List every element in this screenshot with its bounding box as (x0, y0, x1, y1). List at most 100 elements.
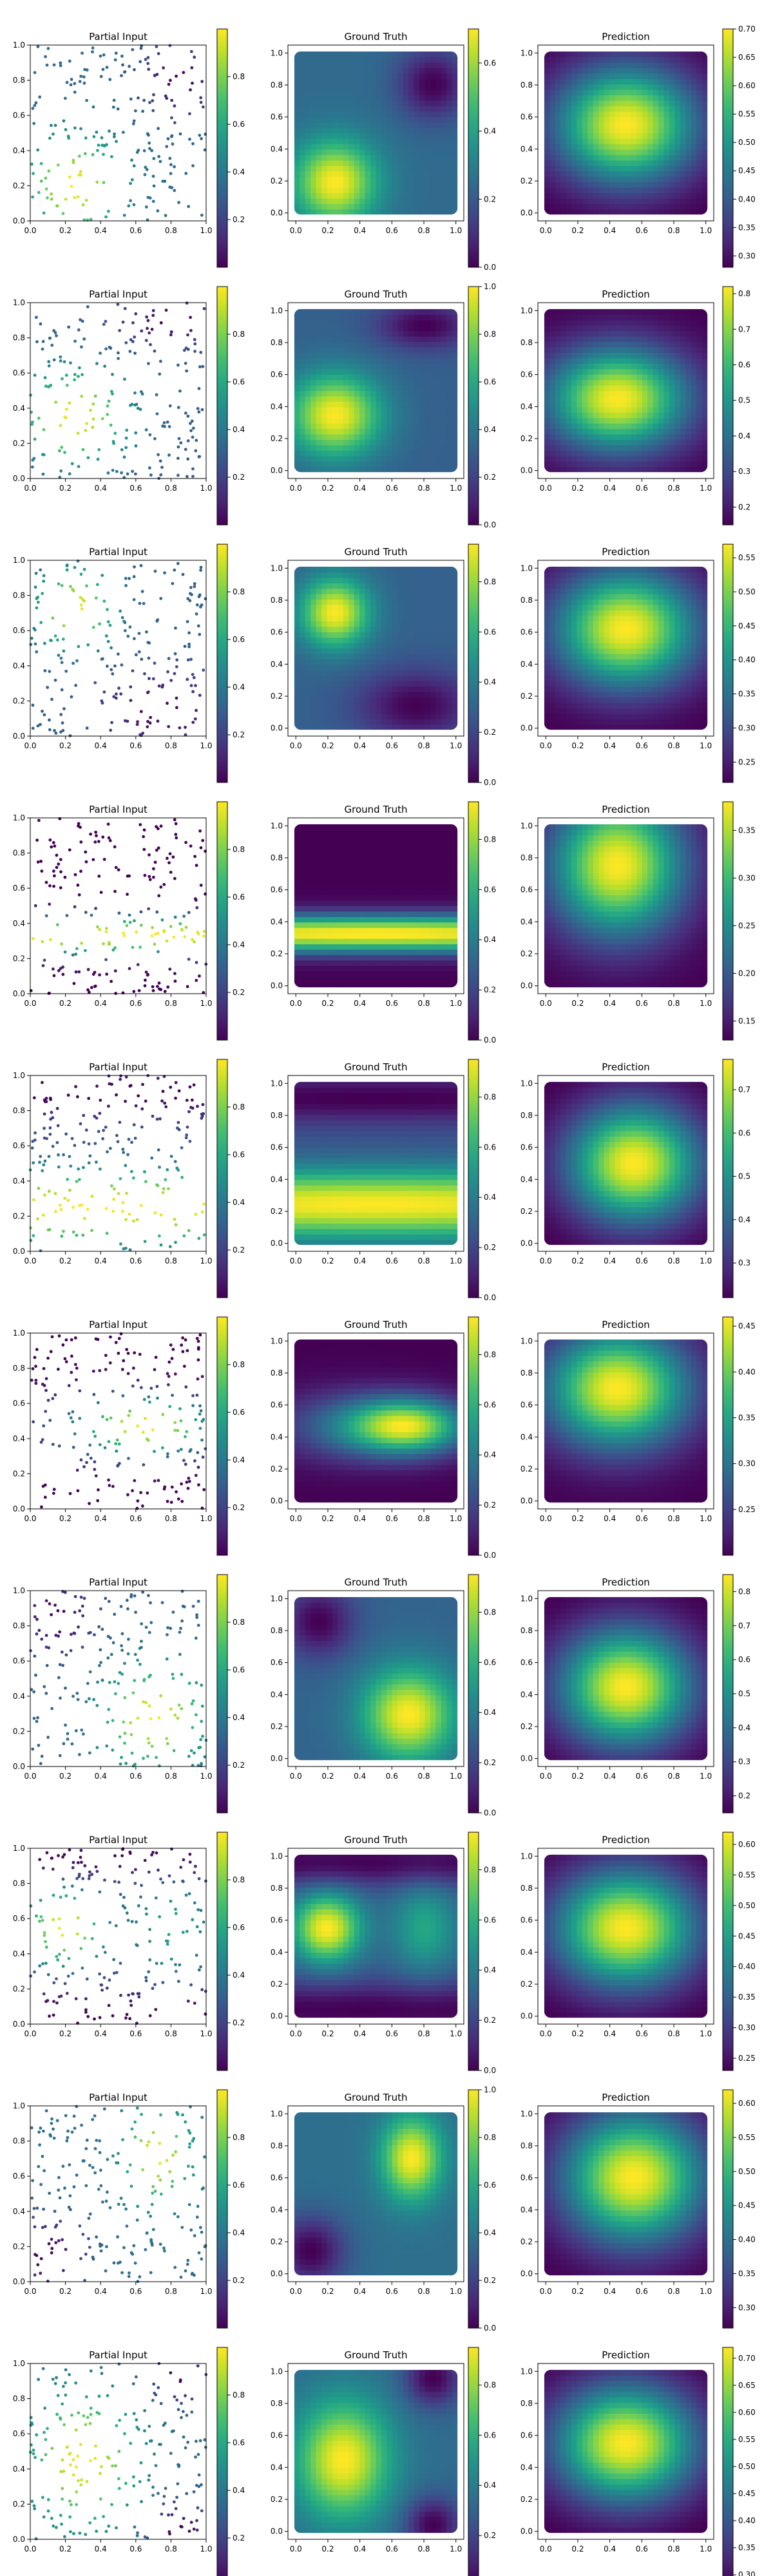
heatmap-cell (441, 412, 447, 419)
heatmap-cell (674, 357, 681, 364)
heatmap-cell (441, 314, 447, 321)
heatmap-cell (408, 428, 415, 435)
heatmap-cell (658, 406, 665, 413)
heatmap-cell (446, 314, 453, 321)
heatmap-cell (403, 68, 409, 74)
heatmap-cell (414, 423, 420, 430)
heatmap-cell (571, 423, 578, 430)
scatter-point (148, 141, 151, 145)
heatmap-cell (571, 138, 578, 144)
heatmap-cell (452, 461, 458, 468)
scatter-point (81, 448, 85, 451)
scatter-point (148, 677, 151, 681)
heatmap-cell (625, 193, 632, 199)
heatmap-cell (365, 659, 371, 665)
heatmap-cell (305, 423, 311, 430)
heatmap-cell (587, 73, 594, 79)
heatmap-cell (658, 450, 665, 457)
heatmap-cell (663, 73, 670, 79)
heatmap-cell (571, 182, 578, 188)
heatmap-cell (408, 336, 415, 343)
heatmap-cell (642, 62, 648, 68)
heatmap-cell (674, 423, 681, 430)
heatmap-cell (365, 62, 371, 68)
scatter-point (49, 383, 53, 387)
heatmap-cell (593, 352, 599, 359)
heatmap-cell (604, 128, 610, 134)
heatmap-cell (647, 379, 654, 386)
heatmap-cell (332, 336, 338, 343)
heatmap-cell (555, 357, 561, 364)
heatmap-cell (305, 653, 311, 659)
heatmap-cell (300, 670, 306, 676)
heatmap-cell (338, 439, 344, 446)
heatmap-cell (392, 379, 398, 386)
heatmap-cell (376, 84, 382, 90)
heatmap-cell (386, 182, 393, 188)
heatmap-cell (674, 57, 681, 63)
x-tick-label: 0.2 (59, 741, 72, 750)
heatmap-cell (615, 182, 621, 188)
heatmap-cell (663, 450, 670, 457)
y-tick-label: 1.0 (13, 556, 25, 565)
heatmap-cell (397, 149, 404, 155)
heatmap-cell (555, 68, 561, 74)
heatmap-cell (294, 111, 300, 117)
colorbar-tick-label: 0.4 (484, 127, 496, 136)
heatmap-cell (310, 626, 317, 632)
heatmap-cell (419, 193, 426, 199)
heatmap-cell (685, 51, 692, 57)
heatmap-cell (354, 209, 360, 215)
heatmap-cell (327, 176, 333, 183)
heatmap-cell (316, 128, 322, 134)
heatmap-cell (348, 155, 355, 161)
heatmap-cell (647, 352, 654, 359)
heatmap-cell (354, 198, 360, 204)
heatmap-cell (701, 401, 708, 408)
heatmap-cell (680, 160, 686, 166)
heatmap-cell (332, 648, 338, 654)
scatter-point (129, 199, 133, 202)
heatmap-cell (680, 417, 686, 424)
heatmap-cell (582, 390, 588, 397)
colorbar (722, 286, 734, 526)
heatmap-cell (452, 417, 458, 424)
heatmap-cell (343, 57, 349, 63)
heatmap-cell (332, 626, 338, 632)
scatter-point (55, 334, 58, 337)
heatmap-cell (549, 390, 556, 397)
heatmap-cell (354, 632, 360, 638)
heatmap-cell (544, 160, 550, 166)
scatter-point (61, 728, 65, 732)
heatmap-cell (701, 439, 708, 446)
scatter-point (44, 384, 48, 388)
heatmap-cell (359, 455, 366, 462)
scatter-point (60, 446, 64, 450)
heatmap-cell (365, 209, 371, 215)
heatmap-cell (305, 198, 311, 204)
scatter-point (138, 60, 142, 64)
heatmap-cell (615, 84, 621, 90)
heatmap-cell (316, 198, 322, 204)
heatmap-cell (604, 412, 610, 419)
heatmap-cell (680, 466, 686, 473)
heatmap-cell (359, 160, 366, 166)
scatter-point (57, 654, 61, 657)
heatmap-cell (354, 79, 360, 85)
heatmap-cell (327, 117, 333, 123)
heatmap-cell (680, 133, 686, 139)
heatmap-cell (397, 106, 404, 112)
scatter-point (44, 187, 48, 191)
heatmap-cell (386, 390, 393, 397)
heatmap-cell (359, 330, 366, 337)
heatmap-cell (316, 675, 322, 681)
heatmap-cell (343, 336, 349, 343)
heatmap-cell (392, 117, 398, 123)
heatmap-cell (300, 434, 306, 440)
heatmap-cell (452, 176, 458, 183)
heatmap-cell (365, 346, 371, 353)
heatmap-cell (338, 95, 344, 101)
heatmap-cell (435, 51, 442, 57)
heatmap-cell (669, 182, 676, 188)
